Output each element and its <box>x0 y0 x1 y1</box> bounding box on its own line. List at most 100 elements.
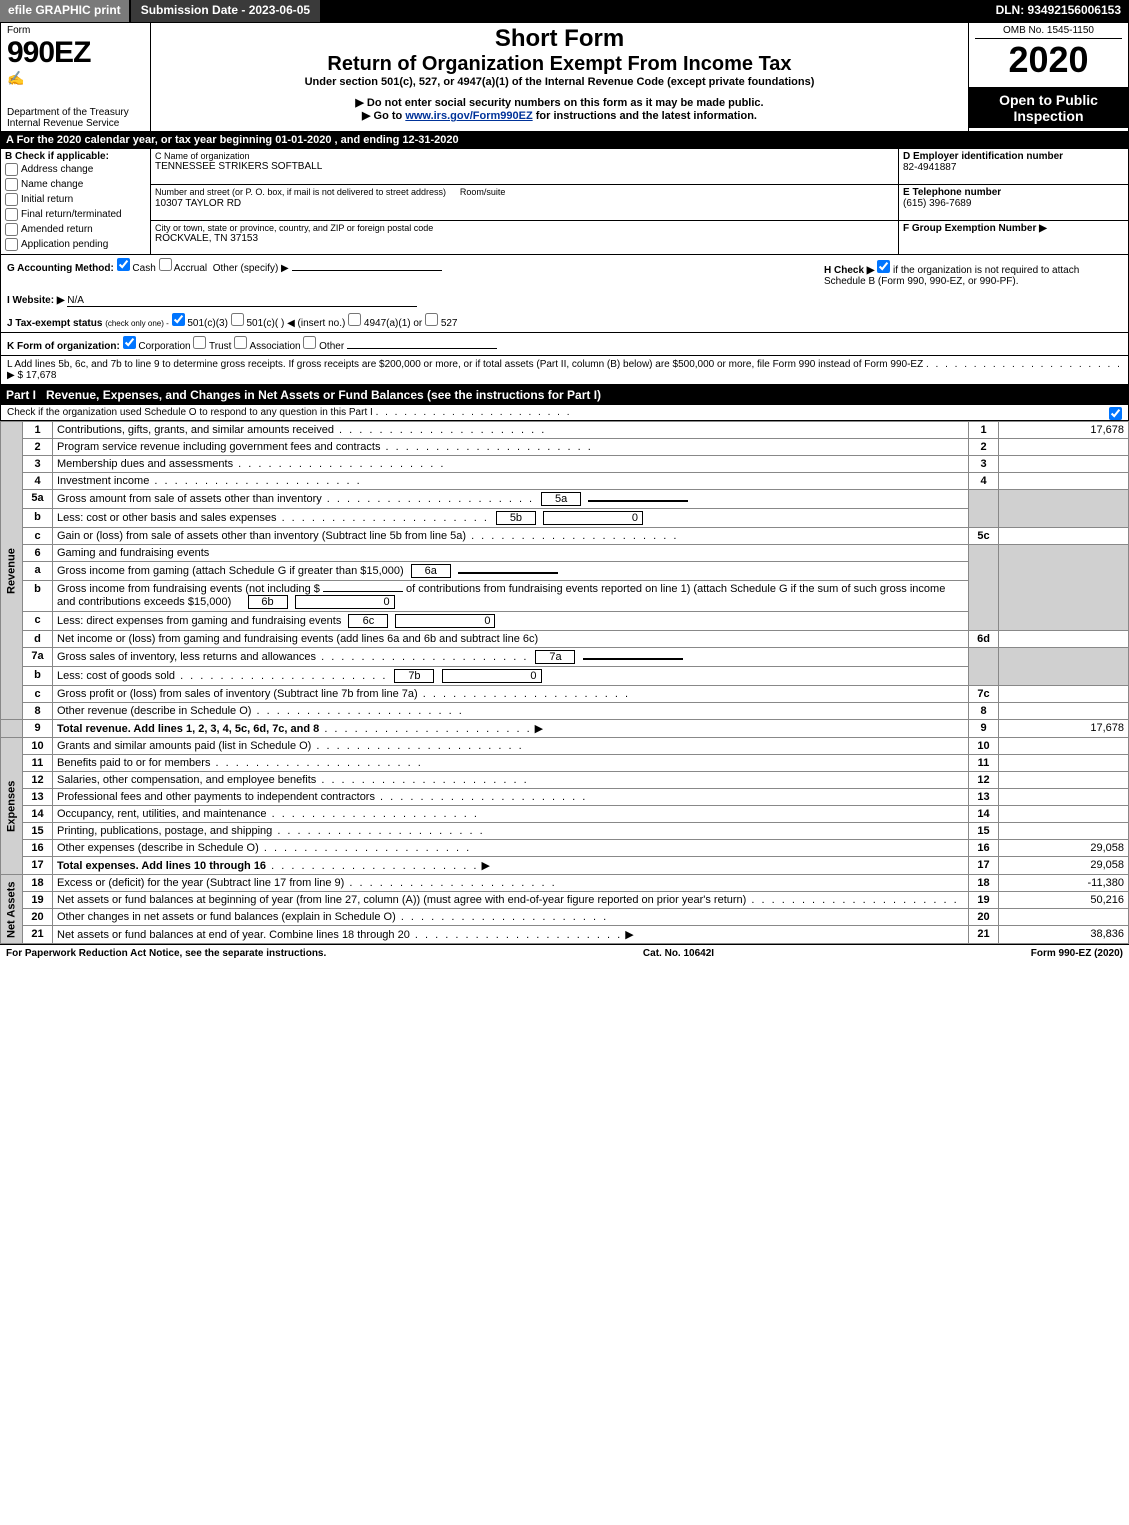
line-6c-num: c <box>23 612 53 631</box>
line-13-num: 13 <box>23 789 53 806</box>
omb-number: OMB No. 1545-1150 <box>975 25 1122 39</box>
g-accrual-checkbox[interactable] <box>159 258 172 271</box>
page-footer: For Paperwork Reduction Act Notice, see … <box>0 944 1129 962</box>
line-15-desc: Printing, publications, postage, and shi… <box>57 825 272 837</box>
line-10-num: 10 <box>23 738 53 755</box>
line-12-amt <box>999 772 1129 789</box>
line-6b-desc1: Gross income from fundraising events (no… <box>57 583 320 595</box>
line-21-amt: 38,836 <box>999 926 1129 944</box>
subtitle-goto: ▶ Go to www.irs.gov/Form990EZ for instru… <box>157 109 962 122</box>
k-corp: Corporation <box>138 341 190 352</box>
line-19-amt: 50,216 <box>999 892 1129 909</box>
d-ein-label: D Employer identification number <box>903 151 1063 162</box>
h-label: H Check ▶ <box>824 265 874 276</box>
expenses-label: Expenses <box>1 738 23 875</box>
line-18-desc: Excess or (deficit) for the year (Subtra… <box>57 877 344 889</box>
line-11-num: 11 <box>23 755 53 772</box>
title-return: Return of Organization Exempt From Incom… <box>157 53 962 76</box>
check-initial-return[interactable]: Initial return <box>5 192 146 207</box>
efile-print-button[interactable]: efile GRAPHIC print <box>0 0 131 22</box>
part-i-sub: Check if the organization used Schedule … <box>0 405 1129 421</box>
k-other: Other <box>319 341 344 352</box>
line-6a-box: 6a <box>411 564 451 578</box>
line-5b-desc: Less: cost or other basis and sales expe… <box>57 512 277 524</box>
j-4947-checkbox[interactable] <box>348 313 361 326</box>
section-b-heading: B Check if applicable: <box>5 151 109 162</box>
line-7b-desc: Less: cost of goods sold <box>57 670 175 682</box>
netassets-label: Net Assets <box>1 875 23 944</box>
line-20-amt <box>999 909 1129 926</box>
line-14-desc: Occupancy, rent, utilities, and maintena… <box>57 808 267 820</box>
check-application-pending[interactable]: Application pending <box>5 237 146 252</box>
line-16-desc: Other expenses (describe in Schedule O) <box>57 842 259 854</box>
l-amount-prefix: ▶ $ <box>7 370 26 381</box>
line-2-desc: Program service revenue including govern… <box>57 441 380 453</box>
check-amended-return[interactable]: Amended return <box>5 222 146 237</box>
part-i-header: Part I Revenue, Expenses, and Changes in… <box>0 385 1129 405</box>
j-501c3-checkbox[interactable] <box>172 313 185 326</box>
line-6c-box: 6c <box>348 614 388 628</box>
line-10-amt <box>999 738 1129 755</box>
j-501c3: 501(c)(3) <box>187 318 228 329</box>
form-header: Form 990EZ ✍ Department of the Treasury … <box>0 22 1129 132</box>
k-assoc-checkbox[interactable] <box>234 336 247 349</box>
line-5a-ba <box>588 500 688 502</box>
line-18-amt: -11,380 <box>999 875 1129 892</box>
line-7c-amt <box>999 686 1129 703</box>
line-8-num: 8 <box>23 703 53 720</box>
k-other-checkbox[interactable] <box>303 336 316 349</box>
j-4947: 4947(a)(1) or <box>364 318 422 329</box>
k-corp-checkbox[interactable] <box>123 336 136 349</box>
line-2-rn: 2 <box>969 439 999 456</box>
line-17-amt: 29,058 <box>999 857 1129 875</box>
f-group-label: F Group Exemption Number ▶ <box>903 223 1047 234</box>
part-i-num: Part I <box>6 388 46 402</box>
irs-link[interactable]: www.irs.gov/Form990EZ <box>405 110 532 122</box>
g-cash-checkbox[interactable] <box>117 258 130 271</box>
section-h: H Check ▶ if the organization is not req… <box>822 258 1122 289</box>
line-7b-num: b <box>23 667 53 686</box>
irs-label: Internal Revenue Service <box>7 118 144 129</box>
open-public-inspection: Open to Public Inspection <box>969 88 1128 128</box>
ein-value: 82-4941887 <box>903 162 956 173</box>
k-label: K Form of organization: <box>7 341 120 352</box>
h-checkbox[interactable] <box>877 260 890 273</box>
j-527-checkbox[interactable] <box>425 313 438 326</box>
check-address-change[interactable]: Address change <box>5 162 146 177</box>
goto-post: for instructions and the latest informat… <box>536 110 757 122</box>
check-final-return[interactable]: Final return/terminated <box>5 207 146 222</box>
line-3-amt <box>999 456 1129 473</box>
part-i-schedule-o-checkbox[interactable] <box>1109 407 1122 420</box>
line-7a-box: 7a <box>535 650 575 664</box>
line-8-rn: 8 <box>969 703 999 720</box>
line-1-desc: Contributions, gifts, grants, and simila… <box>57 424 334 436</box>
line-6d-amt <box>999 631 1129 648</box>
footer-center: Cat. No. 10642I <box>643 948 714 959</box>
line-5b-ba: 0 <box>543 511 643 525</box>
l-amount: 17,678 <box>26 370 57 381</box>
line-9-num: 9 <box>23 720 53 738</box>
line-4-desc: Investment income <box>57 475 149 487</box>
line-5c-desc: Gain or (loss) from sale of assets other… <box>57 530 466 542</box>
k-trust-checkbox[interactable] <box>193 336 206 349</box>
dept-treasury: Department of the Treasury <box>7 107 144 118</box>
topbar-spacer <box>320 0 987 22</box>
street-address: 10307 TAYLOR RD <box>155 198 241 209</box>
j-501c-checkbox[interactable] <box>231 313 244 326</box>
line-7a-num: 7a <box>23 648 53 667</box>
line-6a-ba <box>458 572 558 574</box>
j-sub: (check only one) - <box>105 319 169 328</box>
subtitle-ssn-warn: ▶ Do not enter social security numbers o… <box>157 96 962 109</box>
line-7c-rn: 7c <box>969 686 999 703</box>
j-insert: ◀ (insert no.) <box>287 318 345 329</box>
line-6d-num: d <box>23 631 53 648</box>
line-8-desc: Other revenue (describe in Schedule O) <box>57 705 251 717</box>
check-name-change[interactable]: Name change <box>5 177 146 192</box>
c-name-label: C Name of organization <box>155 151 894 161</box>
j-527: 527 <box>441 318 458 329</box>
j-501c: 501(c)( ) <box>246 318 284 329</box>
line-5a-num: 5a <box>23 490 53 509</box>
line-1-amt: 17,678 <box>999 422 1129 439</box>
line-20-num: 20 <box>23 909 53 926</box>
phone-value: (615) 396-7689 <box>903 198 971 209</box>
